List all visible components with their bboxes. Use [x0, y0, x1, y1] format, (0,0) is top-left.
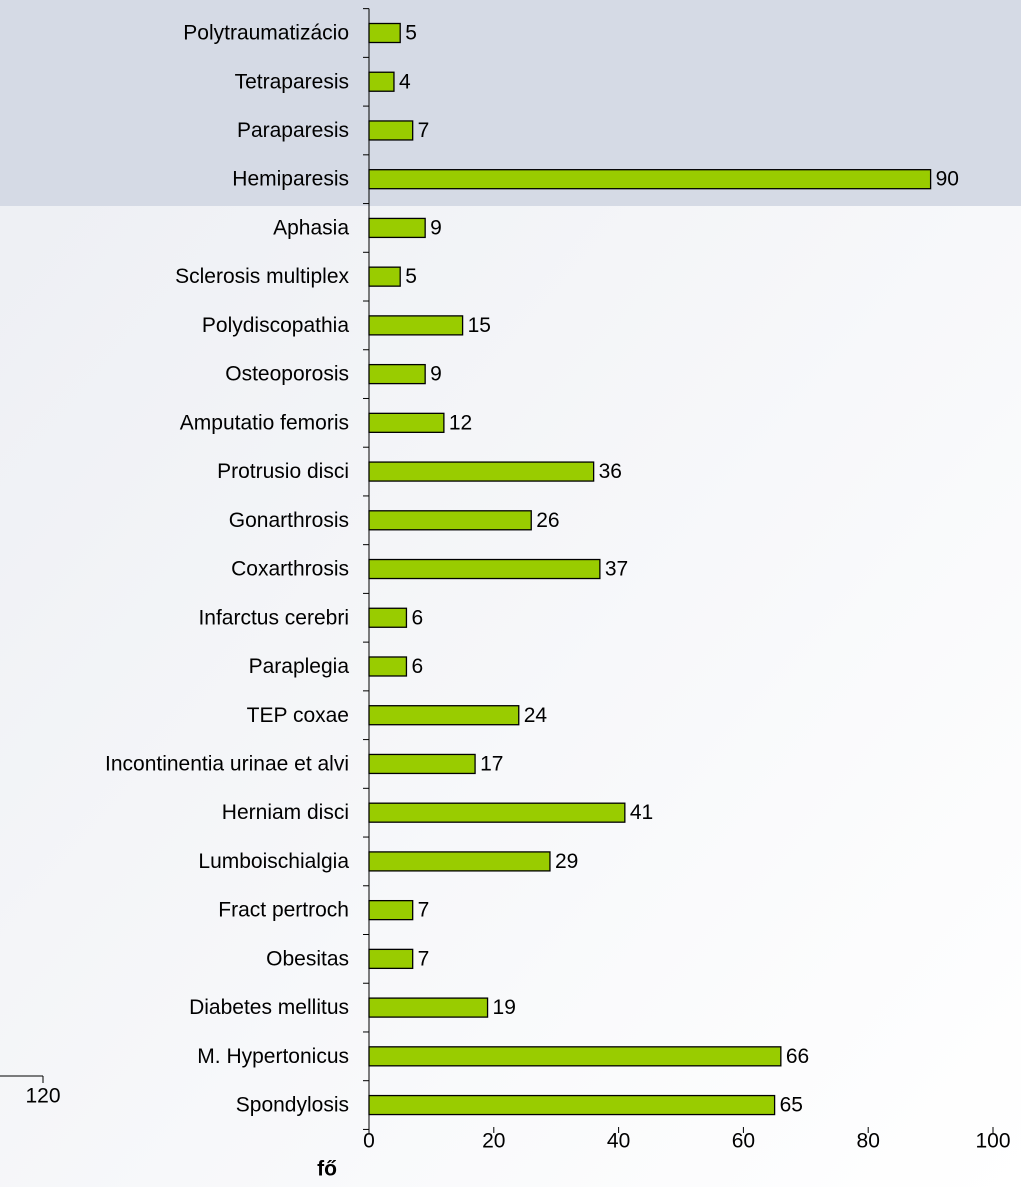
y-tick-label: Aphasia — [273, 216, 349, 239]
value-label: 5 — [405, 22, 417, 45]
value-label: 15 — [468, 314, 491, 337]
y-tick-label: Protrusio disci — [217, 460, 349, 483]
y-tick-label: Polydiscopathia — [202, 314, 349, 337]
y-tick-label: Spondylosis — [236, 1094, 349, 1117]
y-tick-label: Sclerosis multiplex — [175, 265, 349, 288]
x-tick-label: 20 — [482, 1130, 505, 1153]
bar — [368, 217, 426, 239]
value-label: 12 — [449, 411, 472, 434]
bar — [368, 363, 426, 385]
stray-tick-label: 120 — [25, 1085, 60, 1108]
bar — [368, 802, 626, 823]
bar — [368, 315, 464, 336]
y-tick-label: Tetraparesis — [235, 70, 349, 93]
y-tick-label: Diabetes mellitus — [189, 996, 349, 1019]
value-label: 7 — [418, 947, 430, 970]
x-tick-label: 40 — [607, 1130, 630, 1153]
x-tick-label: 0 — [363, 1130, 375, 1153]
value-label: 7 — [418, 119, 430, 142]
bar — [368, 266, 401, 287]
value-label: 29 — [555, 850, 578, 873]
y-tick-label: Osteoporosis — [225, 363, 349, 386]
value-label: 66 — [786, 1045, 809, 1068]
y-tick-label: Incontinentia urinae et alvi — [105, 752, 349, 775]
value-label: 65 — [780, 1094, 803, 1117]
x-tick-label: 60 — [732, 1130, 755, 1153]
y-tick-label: Coxarthrosis — [231, 558, 349, 581]
value-label: 5 — [405, 265, 417, 288]
bar — [368, 753, 476, 775]
x-axis-label: fő — [317, 1158, 337, 1181]
value-label: 17 — [480, 752, 503, 775]
value-label: 19 — [493, 996, 516, 1019]
bar — [368, 120, 414, 141]
value-label: 37 — [605, 558, 628, 581]
y-tick-label: Hemiparesis — [232, 168, 349, 191]
bar — [368, 656, 408, 677]
bar — [368, 558, 601, 580]
y-tick-label: TEP coxae — [247, 704, 349, 727]
bar — [368, 948, 414, 970]
value-label: 90 — [936, 168, 959, 191]
bar — [368, 899, 414, 921]
x-tick-label: 80 — [857, 1130, 880, 1153]
value-label: 26 — [536, 509, 559, 532]
y-tick-label: Paraplegia — [249, 655, 350, 678]
x-tick-label: 100 — [975, 1130, 1010, 1153]
bar — [368, 169, 932, 190]
bar — [368, 412, 445, 433]
y-tick-label: Herniam disci — [222, 801, 349, 824]
y-tick-label: Paraparesis — [237, 119, 349, 142]
bar — [368, 461, 595, 482]
bar — [368, 510, 532, 531]
bar — [368, 997, 489, 1018]
y-tick-label: M. Hypertonicus — [197, 1045, 349, 1068]
bar — [368, 1046, 782, 1067]
value-label: 4 — [399, 70, 411, 93]
y-tick-label: Amputatio femoris — [180, 411, 349, 434]
value-label: 9 — [430, 363, 442, 386]
value-label: 36 — [599, 460, 622, 483]
value-label: 7 — [418, 899, 430, 922]
value-label: 41 — [630, 801, 653, 824]
value-label: 6 — [411, 655, 423, 678]
value-label: 24 — [524, 704, 548, 727]
bar — [368, 607, 408, 628]
value-label: 6 — [411, 606, 423, 629]
y-tick-label: Infarctus cerebri — [198, 606, 349, 629]
y-tick-label: Obesitas — [266, 947, 349, 970]
bar — [368, 71, 395, 92]
bar — [368, 705, 520, 726]
y-tick-label: Fract pertroch — [218, 899, 349, 922]
y-tick-label: Gonarthrosis — [229, 509, 349, 532]
y-tick-label: Lumboischialgia — [198, 850, 349, 873]
bar — [368, 22, 401, 44]
bar — [368, 851, 551, 872]
y-tick-label: Polytraumatizácio — [183, 22, 349, 45]
bar — [368, 1094, 776, 1116]
value-label: 9 — [430, 216, 442, 239]
